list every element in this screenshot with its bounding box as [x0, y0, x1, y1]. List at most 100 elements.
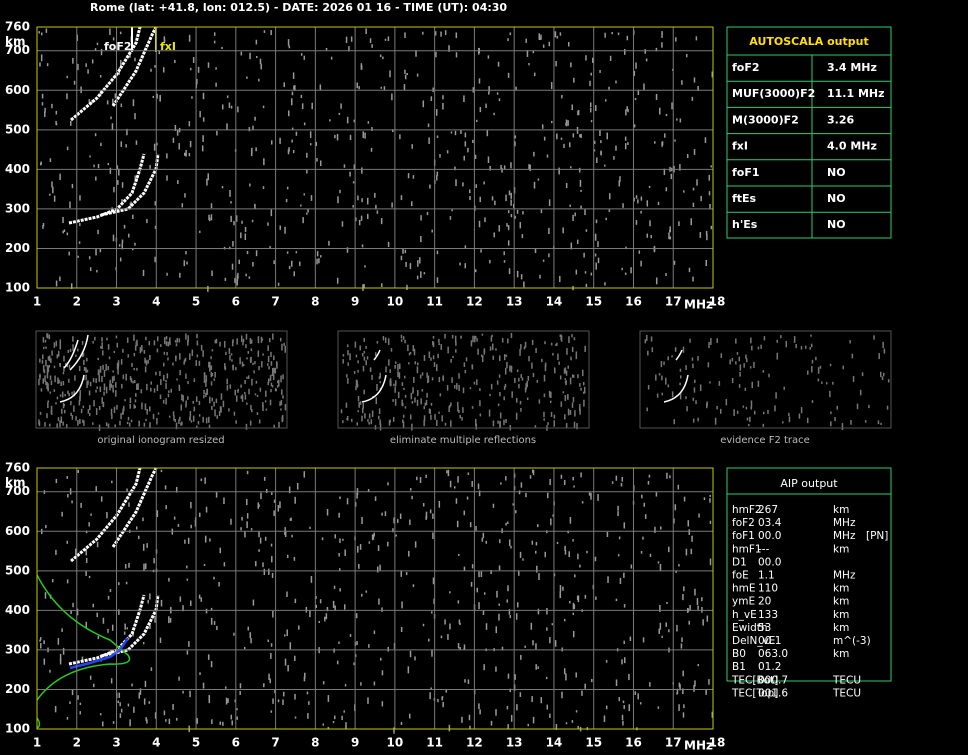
noise-dot: [208, 695, 210, 702]
noise-dot: [224, 363, 226, 370]
noise-dot: [108, 356, 111, 360]
noise-dot: [431, 377, 434, 381]
noise-dot: [397, 373, 399, 377]
noise-dot: [637, 89, 640, 95]
noise-dot: [262, 402, 264, 408]
noise-dot: [346, 247, 349, 253]
noise-dot: [100, 346, 102, 349]
noise-dot: [783, 386, 785, 390]
noise-dot: [41, 360, 44, 364]
noise-dot: [221, 46, 223, 50]
noise-dot: [507, 338, 509, 344]
noise-dot: [152, 413, 155, 420]
noise-dot: [245, 423, 248, 430]
noise-dot: [254, 116, 256, 121]
noise-dot: [458, 410, 460, 413]
noise-dot: [520, 407, 522, 412]
noise-dot: [342, 538, 344, 541]
noise-dot: [399, 134, 401, 140]
noise-dot: [580, 472, 582, 478]
noise-dot: [215, 492, 218, 498]
noise-dot: [273, 260, 275, 265]
noise-dot: [127, 703, 130, 707]
noise-dot: [276, 361, 278, 367]
noise-dot: [334, 605, 336, 611]
noise-dot: [655, 94, 658, 100]
noise-dot: [255, 250, 258, 257]
noise-dot: [404, 32, 406, 39]
noise-dot: [70, 283, 73, 289]
noise-dot: [102, 721, 104, 727]
noise-dot: [360, 682, 362, 686]
noise-dot: [547, 422, 549, 425]
noise-dot: [322, 681, 325, 685]
aip-cell: hmE: [732, 583, 756, 595]
noise-dot: [462, 387, 465, 394]
noise-dot: [307, 713, 309, 719]
noise-dot: [153, 340, 156, 346]
noise-dot: [432, 513, 434, 519]
noise-dot: [346, 416, 349, 421]
noise-dot: [432, 341, 435, 348]
noise-dot: [661, 375, 663, 381]
noise-dot: [95, 408, 98, 415]
noise-dot: [412, 175, 415, 179]
noise-dot: [105, 386, 108, 394]
noise-dot: [664, 133, 666, 138]
noise-dot: [538, 33, 540, 40]
noise-dot: [456, 520, 459, 528]
noise-dot: [701, 606, 703, 613]
noise-dot: [553, 573, 556, 577]
noise-dot: [619, 577, 622, 584]
noise-dot: [47, 366, 50, 373]
noise-dot: [168, 390, 170, 393]
noise-dot: [273, 424, 275, 429]
noise-dot: [494, 200, 496, 206]
noise-dot: [119, 257, 122, 262]
noise-dot: [553, 367, 556, 371]
noise-dot: [625, 246, 627, 250]
noise-dot: [256, 56, 258, 59]
noise-dot: [708, 191, 711, 196]
noise-dot: [682, 593, 684, 601]
noise-dot: [378, 415, 380, 420]
noise-dot: [169, 337, 171, 344]
noise-dot: [345, 402, 348, 408]
noise-dot: [71, 689, 74, 696]
noise-dot: [143, 698, 146, 705]
noise-dot: [499, 421, 501, 429]
noise-dot: [125, 144, 127, 148]
noise-dot: [44, 107, 46, 113]
noise-dot: [523, 346, 526, 350]
noise-dot: [436, 175, 438, 181]
noise-dot: [123, 631, 126, 635]
noise-dot: [733, 409, 735, 416]
noise-dot: [463, 155, 465, 161]
noise-dot: [411, 144, 413, 149]
noise-dot: [670, 173, 673, 180]
noise-dot: [185, 373, 187, 379]
x-tick-label: 3: [112, 736, 120, 750]
noise-dot: [178, 143, 180, 150]
noise-dot: [499, 539, 501, 544]
noise-dot: [262, 404, 264, 412]
noise-dot: [471, 406, 474, 409]
noise-dot: [553, 414, 556, 419]
noise-dot: [379, 54, 382, 58]
noise-dot: [416, 73, 419, 77]
noise-dot: [391, 129, 394, 133]
noise-dot: [512, 503, 514, 506]
noise-dot: [647, 350, 649, 356]
noise-dot: [510, 162, 512, 169]
noise-dot: [428, 408, 431, 414]
noise-dot: [309, 526, 311, 529]
noise-dot: [767, 410, 769, 414]
noise-dot: [112, 98, 114, 106]
noise-dot: [886, 405, 889, 410]
noise-dot: [403, 387, 405, 391]
noise-dot: [648, 185, 651, 188]
noise-dot: [101, 375, 103, 383]
noise-dot: [392, 399, 394, 402]
noise-dot: [229, 384, 232, 389]
noise-dot: [66, 93, 68, 100]
